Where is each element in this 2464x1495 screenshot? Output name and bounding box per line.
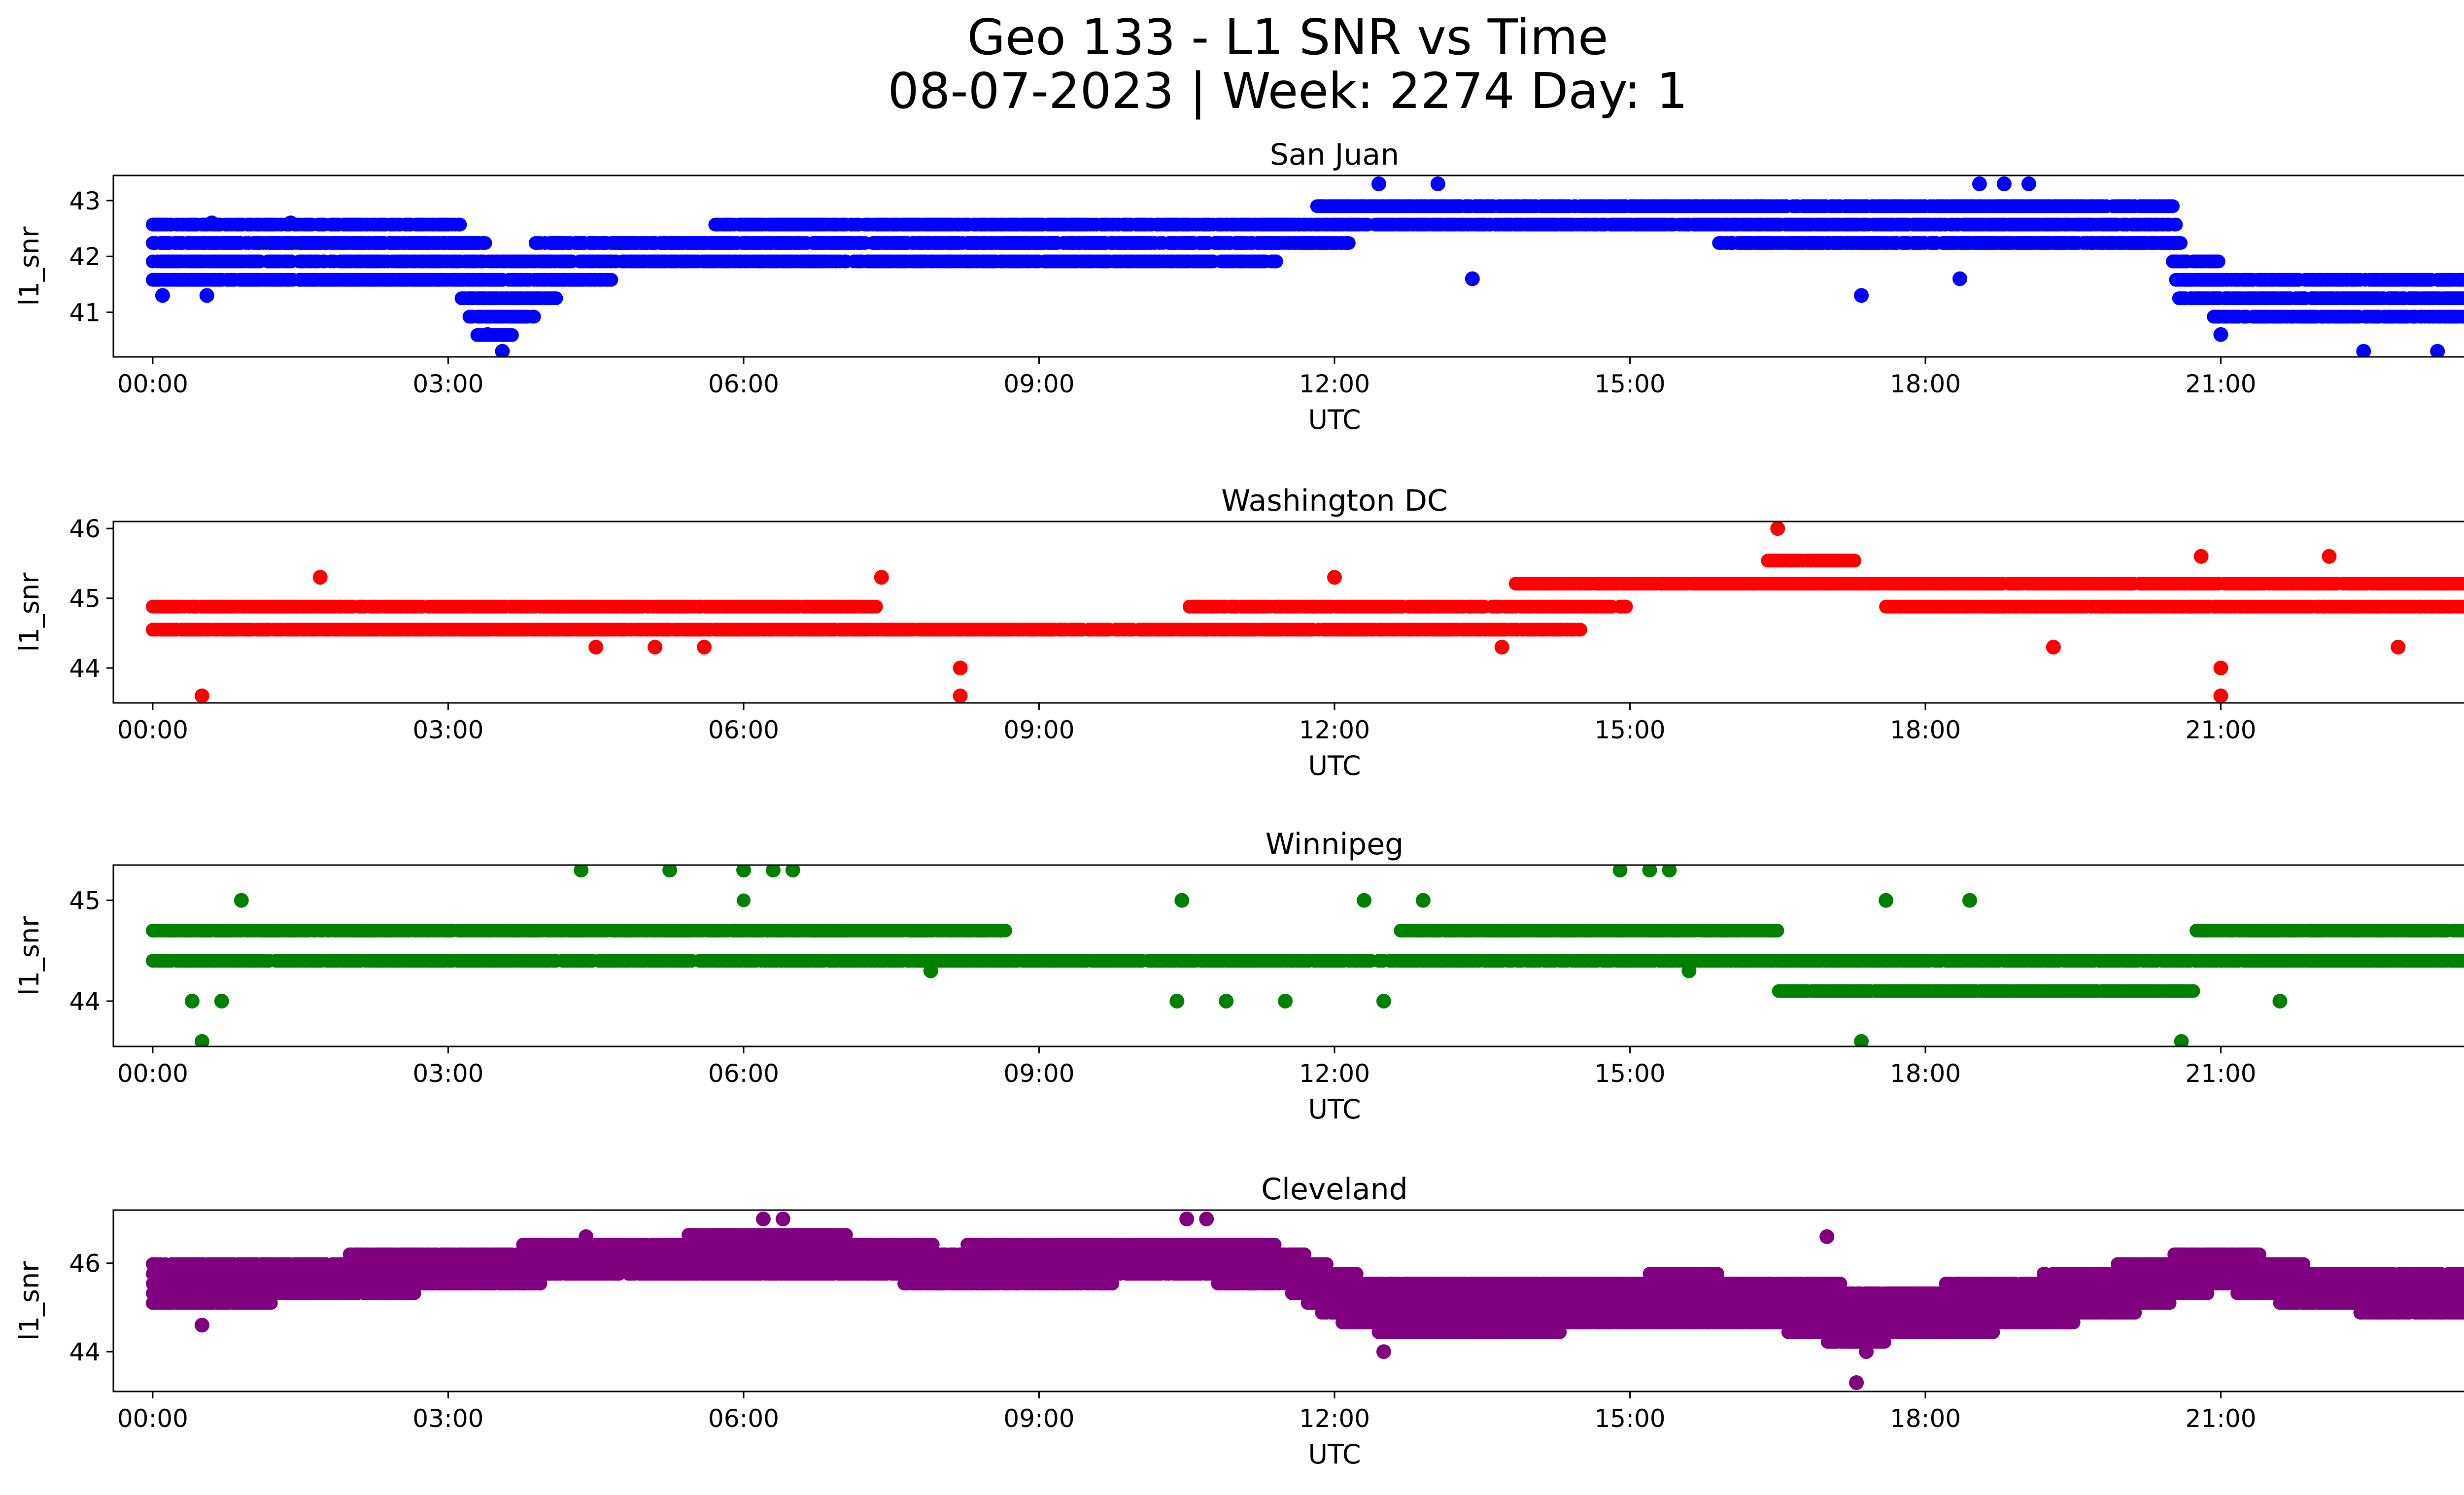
subplot-title: San Juan bbox=[1270, 138, 1399, 172]
scatter-point bbox=[2213, 327, 2228, 342]
scatter-point bbox=[1341, 236, 1356, 250]
x-tick-label: 15:00 bbox=[1594, 370, 1665, 398]
figure-title: Geo 133 - L1 SNR vs Time bbox=[967, 8, 1608, 66]
scatter-point bbox=[1430, 176, 1445, 191]
scatter-point bbox=[453, 217, 467, 232]
y-tick-label: 43 bbox=[69, 187, 101, 215]
scatter-point bbox=[1972, 176, 1987, 191]
x-tick-label: 06:00 bbox=[708, 370, 779, 398]
scatter-points bbox=[145, 176, 2464, 357]
x-tick-label: 00:00 bbox=[117, 370, 188, 398]
x-tick-label: 18:00 bbox=[1890, 370, 1961, 398]
scatter-point bbox=[2169, 217, 2183, 232]
scatter-point bbox=[480, 327, 495, 342]
scatter-point bbox=[1952, 271, 1967, 286]
scatter-point bbox=[2021, 176, 2036, 191]
scatter-point bbox=[505, 328, 519, 342]
scatter-points bbox=[145, 522, 2464, 703]
scatter-point bbox=[2166, 199, 2180, 213]
x-axis-label: UTC bbox=[1308, 404, 1361, 435]
subplot-title: Washington DC bbox=[1221, 484, 1448, 518]
scatter-point bbox=[549, 291, 563, 306]
scatter-point bbox=[478, 236, 492, 250]
x-tick-label: 12:00 bbox=[1299, 370, 1370, 398]
y-axis-label: l1_snr bbox=[14, 226, 45, 306]
scatter-point bbox=[283, 215, 298, 231]
x-tick-label: 21:00 bbox=[2186, 370, 2257, 398]
scatter-point bbox=[1996, 176, 2012, 191]
scatter-point bbox=[1371, 176, 1386, 191]
scatter-point bbox=[155, 288, 170, 303]
y-tick-label: 41 bbox=[69, 298, 101, 327]
y-tick-label: 42 bbox=[69, 243, 101, 271]
x-tick-label: 09:00 bbox=[1003, 370, 1074, 398]
scatter-point bbox=[1465, 271, 1480, 286]
subplot-0: San Juan 00:00 03:00 06:00 09:00 12:00 15:00 18… bbox=[14, 138, 2464, 435]
scatter-point bbox=[527, 310, 541, 324]
scatter-point bbox=[869, 599, 883, 614]
scatter-point bbox=[204, 215, 219, 231]
scatter-point bbox=[1854, 288, 1869, 303]
scatter-point bbox=[2211, 254, 2225, 269]
figure-subtitle: 08-07-2023 | Week: 2274 Day: 1 bbox=[888, 62, 1688, 120]
x-tick-label: 03:00 bbox=[412, 370, 483, 398]
scatter-point bbox=[199, 288, 214, 303]
scatter-point bbox=[1269, 254, 1283, 269]
scatter-point bbox=[2174, 236, 2188, 250]
scatter-point bbox=[604, 273, 618, 287]
